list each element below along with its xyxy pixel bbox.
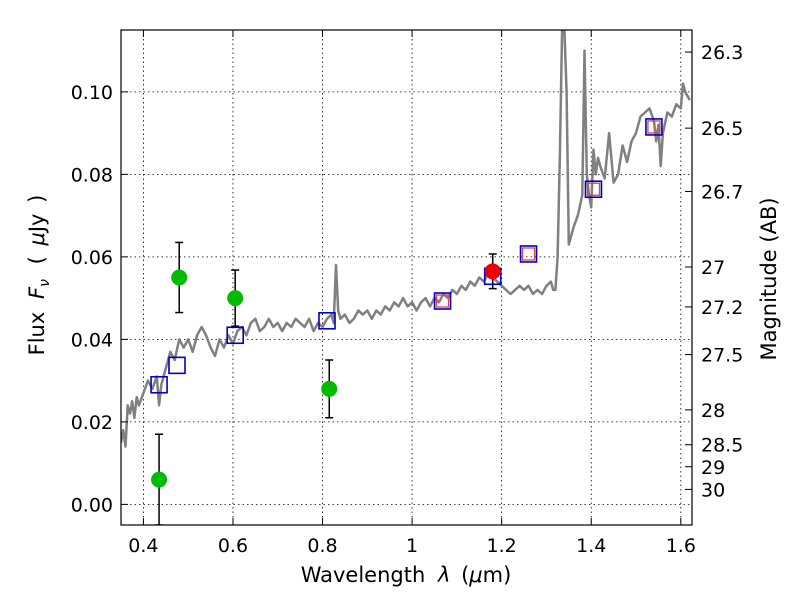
model-photometry-square <box>150 375 168 394</box>
x-axis-label-mu: μ <box>468 563 482 587</box>
model-spectrum-line <box>121 30 691 448</box>
x-axis-label-unit: m) <box>483 563 512 587</box>
model-spectrum-layer <box>121 30 691 448</box>
model-photometry-red-square <box>435 294 450 308</box>
y-axis-label-nu: ν <box>37 279 53 287</box>
y-tick-label: 0.08 <box>71 164 113 186</box>
x-axis-label-open: ( <box>461 563 469 587</box>
model-photometry-square <box>318 312 336 330</box>
grid <box>121 30 692 525</box>
y-axis-label-mu: μ <box>25 232 49 246</box>
x-axis-label: Wavelength λ (μm) <box>301 563 512 587</box>
model-photometry-square <box>584 180 603 199</box>
x-tick-label: 0.8 <box>307 535 337 557</box>
y2-tick-label: 26.7 <box>701 181 743 203</box>
x-axis-label-word: Wavelength <box>301 563 426 587</box>
measured-point <box>484 263 501 280</box>
x-tick-label: 0.6 <box>218 535 248 557</box>
y-axis-label-close: ) <box>25 195 49 203</box>
y-tick-label: 0.00 <box>71 494 113 516</box>
x-tick-label: 1.6 <box>666 535 696 557</box>
y-axis-label-unit: Jy <box>25 214 49 235</box>
tick-layer: 0.4 0.6 0.8 1 1.2 1.4 1.6 0.00 0.02 0.04 0.06 0.08 0… <box>71 30 743 557</box>
x-tick-label: 1 <box>406 535 418 557</box>
photometry-point <box>171 269 188 286</box>
y-tick-label: 0.02 <box>71 412 113 434</box>
model-photometry-square <box>433 292 452 310</box>
photometry-point <box>321 380 338 397</box>
model-photometry-square <box>519 245 538 263</box>
y2-tick-label: 26.3 <box>701 42 743 64</box>
y2-tick-label: 30 <box>701 479 725 501</box>
x-tick-label: 1.2 <box>487 535 517 557</box>
y-tick-label: 0.06 <box>71 247 113 269</box>
x-axis-label-lambda: λ <box>437 563 450 587</box>
y2-tick-label: 27 <box>701 257 725 279</box>
model-photometry-red-square <box>521 247 536 261</box>
y-axis-label-F: F <box>25 286 49 299</box>
y2-tick-label: 29 <box>701 457 725 479</box>
model-photometry-red-square <box>647 120 661 134</box>
y-axis-label-word: Flux <box>25 312 49 356</box>
y-tick-label: 0.10 <box>71 82 113 104</box>
model-photometry-red-square <box>586 182 601 196</box>
photometry-point <box>151 471 168 488</box>
y-tick-label: 0.04 <box>71 329 113 351</box>
y2-tick-label: 28 <box>701 400 725 422</box>
x-tick-label: 1.4 <box>576 535 606 557</box>
marker-layer <box>150 118 663 525</box>
y-axis-label-open: ( <box>25 256 49 264</box>
y2-axis-label: Magnitude (AB) <box>757 197 781 360</box>
y2-tick-label: 26.5 <box>701 118 743 140</box>
photometry-point <box>227 290 244 307</box>
y2-tick-label: 28.5 <box>701 435 743 457</box>
y2-tick-label: 27.5 <box>701 345 743 367</box>
plot-frame <box>120 29 693 526</box>
y-axis-label: Flux Fν ( μJy ) <box>25 195 54 356</box>
model-photometry-square <box>645 118 663 136</box>
y2-tick-label: 27.2 <box>701 297 743 319</box>
x-tick-label: 0.4 <box>128 535 158 557</box>
model-photometry-square <box>168 356 186 375</box>
model-photometry-square <box>226 326 244 345</box>
